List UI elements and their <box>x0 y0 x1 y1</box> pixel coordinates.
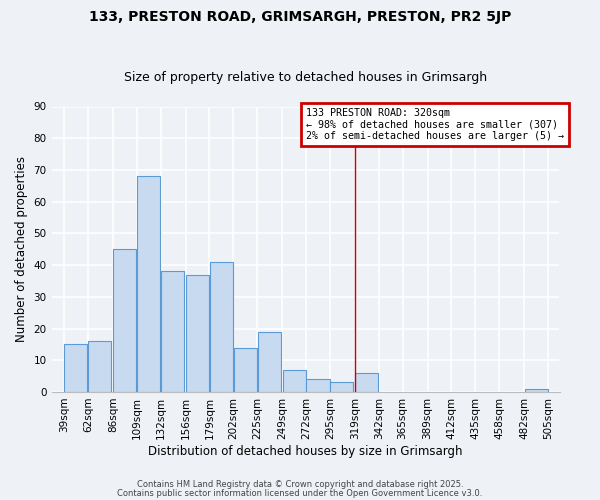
Bar <box>524 389 548 392</box>
Bar <box>64 344 88 392</box>
Bar <box>234 348 257 392</box>
Bar <box>113 249 136 392</box>
Title: Size of property relative to detached houses in Grimsargh: Size of property relative to detached ho… <box>124 72 487 85</box>
Bar <box>331 382 353 392</box>
Bar <box>161 272 184 392</box>
Bar <box>137 176 160 392</box>
X-axis label: Distribution of detached houses by size in Grimsargh: Distribution of detached houses by size … <box>148 444 463 458</box>
Bar <box>257 332 281 392</box>
Bar <box>283 370 305 392</box>
Text: 133, PRESTON ROAD, GRIMSARGH, PRESTON, PR2 5JP: 133, PRESTON ROAD, GRIMSARGH, PRESTON, P… <box>89 10 511 24</box>
Bar <box>88 341 112 392</box>
Y-axis label: Number of detached properties: Number of detached properties <box>15 156 28 342</box>
Bar <box>307 380 329 392</box>
Text: 133 PRESTON ROAD: 320sqm
← 98% of detached houses are smaller (307)
2% of semi-d: 133 PRESTON ROAD: 320sqm ← 98% of detach… <box>305 108 563 141</box>
Bar <box>355 373 379 392</box>
Text: Contains HM Land Registry data © Crown copyright and database right 2025.: Contains HM Land Registry data © Crown c… <box>137 480 463 489</box>
Bar <box>186 274 209 392</box>
Text: Contains public sector information licensed under the Open Government Licence v3: Contains public sector information licen… <box>118 488 482 498</box>
Bar <box>210 262 233 392</box>
